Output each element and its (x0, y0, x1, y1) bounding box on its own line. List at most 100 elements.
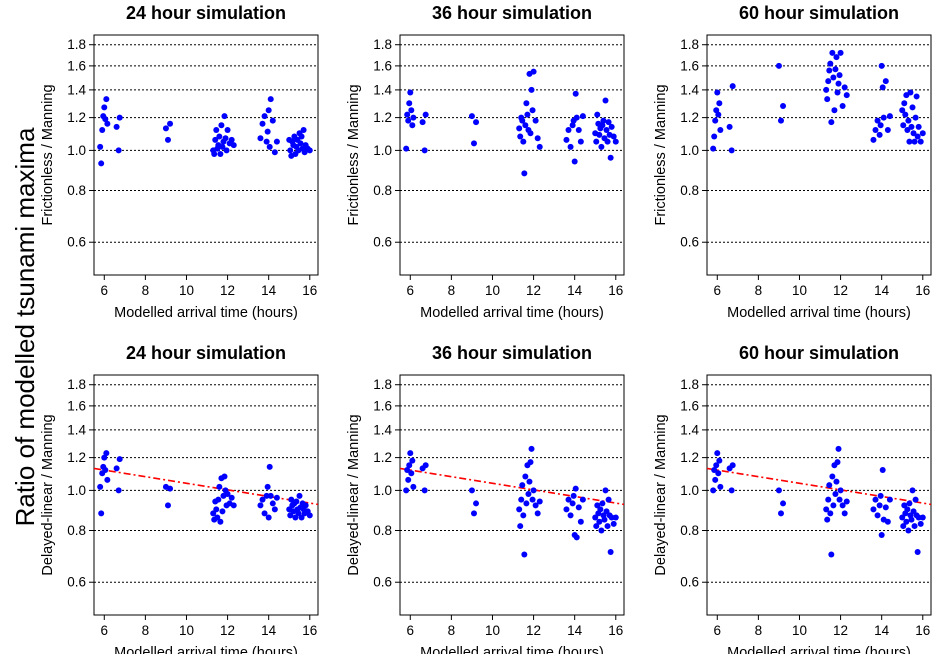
data-point (273, 138, 280, 145)
data-point (596, 518, 603, 525)
y-tick-label: 1.6 (373, 398, 392, 413)
data-point (827, 60, 834, 67)
data-point (878, 532, 885, 539)
data-point (715, 111, 722, 118)
data-point (572, 485, 579, 492)
data-point (563, 136, 570, 143)
data-point (917, 520, 924, 527)
data-point (602, 487, 609, 494)
x-tick-label: 16 (608, 623, 623, 638)
y-tick-label: 1.6 (373, 58, 392, 73)
data-point (729, 83, 736, 90)
data-point (217, 518, 224, 525)
data-point (884, 518, 891, 525)
data-point (521, 170, 528, 177)
data-point (409, 457, 416, 464)
data-point (904, 506, 911, 513)
data-point (116, 456, 123, 463)
data-point (876, 502, 883, 509)
data-point (264, 128, 271, 135)
data-point (298, 514, 305, 521)
data-point (575, 127, 582, 134)
data-point (567, 512, 574, 519)
data-point (216, 483, 223, 490)
y-tick-label: 1.2 (680, 110, 699, 125)
data-point (837, 487, 844, 494)
data-point (271, 506, 278, 513)
data-point (421, 147, 428, 154)
data-point (213, 127, 220, 134)
data-point (899, 514, 906, 521)
x-tick-label: 10 (179, 283, 194, 298)
data-point (839, 103, 846, 110)
data-point (843, 92, 850, 99)
data-point (167, 120, 174, 127)
x-tick-label: 16 (302, 283, 317, 298)
data-point (267, 492, 274, 499)
data-point (224, 491, 231, 498)
data-point (306, 147, 313, 154)
data-point (263, 492, 270, 499)
data-point (293, 498, 300, 505)
x-tick-label: 14 (261, 623, 277, 638)
data-point (410, 483, 417, 490)
y-tick-label: 1.2 (373, 450, 392, 465)
data-point (573, 114, 580, 121)
data-point (877, 122, 884, 129)
data-point (610, 133, 617, 140)
data-point (826, 482, 833, 489)
data-point (593, 138, 600, 145)
data-point (265, 107, 272, 114)
data-point (775, 62, 782, 69)
x-tick-label: 14 (567, 283, 583, 298)
data-point (827, 510, 834, 517)
data-point (886, 113, 893, 120)
data-point (422, 111, 429, 118)
data-point (831, 107, 838, 114)
y-tick-label: 1.0 (373, 483, 392, 498)
x-tick-label: 14 (874, 623, 890, 638)
y-tick-label: 1.8 (680, 377, 699, 392)
y-tick-label: 0.6 (373, 235, 392, 250)
data-point (523, 500, 530, 507)
data-point (726, 123, 733, 130)
data-point (912, 496, 919, 503)
data-point (405, 117, 412, 124)
data-point (530, 68, 537, 75)
x-tick-label: 6 (101, 623, 109, 638)
data-point (829, 473, 836, 480)
data-point (601, 516, 608, 523)
y-tick-label: 0.6 (680, 575, 699, 590)
data-point (470, 140, 477, 147)
data-point (104, 476, 111, 483)
data-point (902, 111, 909, 118)
data-point (164, 136, 171, 143)
data-point (529, 107, 536, 114)
y-tick-label: 1.6 (67, 398, 86, 413)
data-point (302, 502, 309, 509)
data-point (116, 114, 123, 121)
plot-frame (706, 34, 932, 276)
data-point (523, 100, 530, 107)
y-tick-label: 1.4 (680, 422, 699, 437)
data-point (266, 143, 273, 150)
data-point (834, 89, 841, 96)
data-point (872, 496, 879, 503)
x-axis-label: Modelled arrival time (hours) (420, 305, 604, 321)
data-point (101, 104, 108, 111)
plot-frame (93, 374, 319, 616)
y-axis-label: Frictionless / Manning (653, 84, 669, 225)
data-point (516, 506, 523, 513)
data-point (577, 518, 584, 525)
data-point (610, 520, 617, 527)
x-tick-label: 8 (448, 623, 456, 638)
data-point (836, 72, 843, 79)
data-point (579, 113, 586, 120)
data-point (775, 487, 782, 494)
data-point (528, 86, 535, 93)
data-point (593, 523, 600, 530)
data-point (516, 125, 523, 132)
data-point (221, 113, 228, 120)
y-tick-label: 1.4 (373, 82, 392, 97)
y-tick-label: 1.0 (680, 143, 699, 158)
